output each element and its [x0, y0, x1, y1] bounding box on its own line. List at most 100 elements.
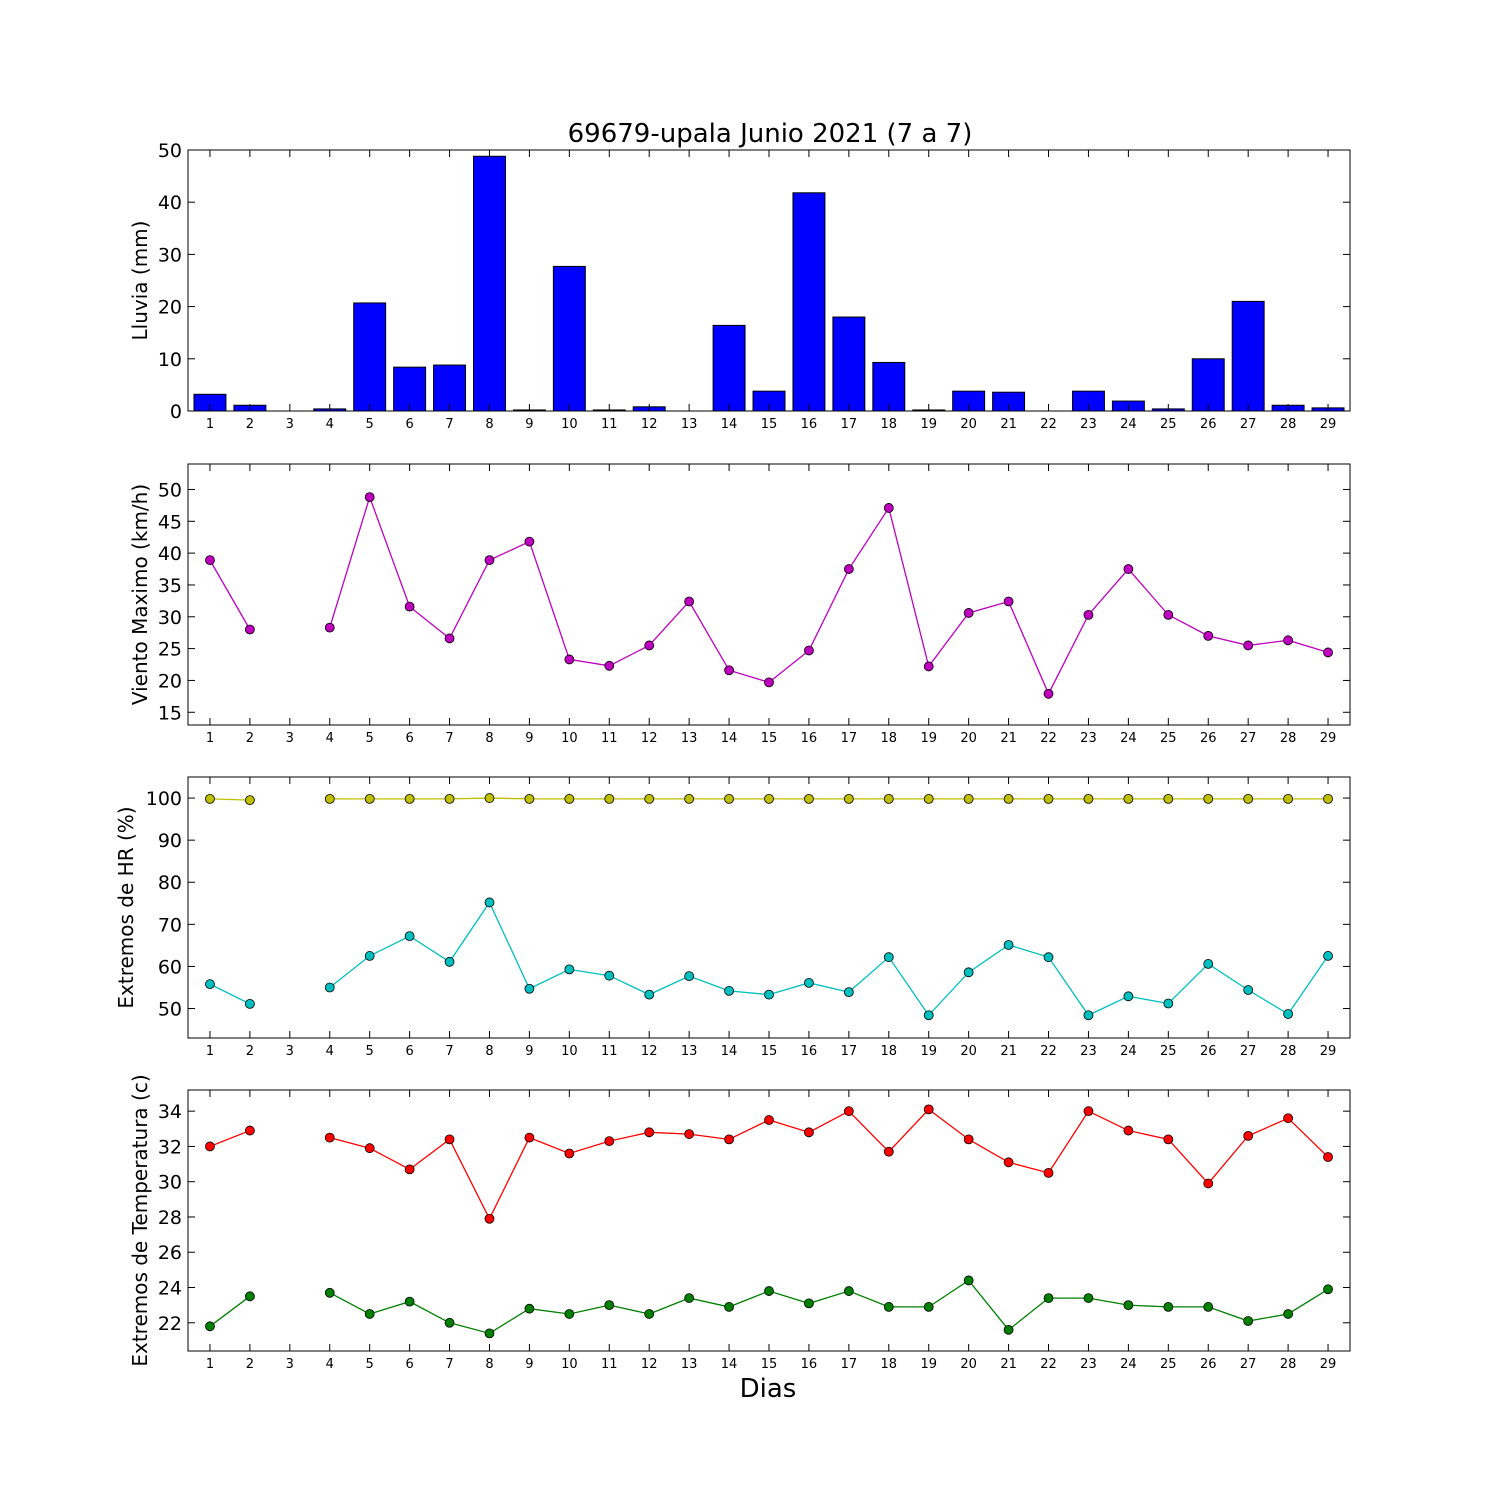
y-axis-label: Lluvia (mm): [128, 221, 152, 341]
data-point: [1083, 793, 1094, 804]
data-point: [684, 793, 695, 804]
data-point: [364, 951, 375, 961]
y-tick-label: 60: [158, 956, 182, 978]
data-point: [644, 1127, 655, 1138]
x-tick-label: 11: [601, 731, 618, 746]
x-tick-label: 14: [721, 417, 738, 432]
data-point: [1323, 647, 1333, 658]
data-point: [364, 492, 375, 503]
x-tick-label: 16: [801, 1044, 818, 1059]
x-tick-label: 26: [1200, 1044, 1217, 1059]
bar: [712, 324, 746, 412]
data-point: [1283, 635, 1294, 646]
x-tick-label: 23: [1080, 731, 1097, 746]
x-tick-label: 15: [761, 731, 778, 746]
x-tick-label: 15: [761, 1044, 778, 1059]
x-tick-label: 28: [1280, 1357, 1297, 1372]
data-point: [1243, 1130, 1254, 1141]
y-axis-label: Extremos de HR (%): [114, 806, 138, 1008]
y-tick-label: 30: [158, 607, 182, 629]
data-point: [644, 989, 655, 1000]
data-point: [843, 987, 854, 998]
data-point: [1163, 998, 1174, 1009]
data-point: [1203, 1178, 1214, 1189]
data-point: [1163, 1134, 1174, 1145]
series-line: [329, 1279, 1329, 1335]
x-tick-label: 10: [561, 731, 578, 746]
data-point: [1283, 1009, 1294, 1019]
x-tick-label: 12: [641, 1044, 658, 1059]
data-point: [1323, 793, 1333, 804]
data-point: [324, 793, 335, 804]
data-point: [404, 931, 415, 942]
x-tick-label: 18: [881, 417, 898, 432]
x-tick-label: 8: [485, 731, 493, 746]
x-tick-label: 28: [1280, 731, 1297, 746]
x-tick-label: 3: [286, 1044, 294, 1059]
x-tick-label: 9: [525, 417, 533, 432]
data-point: [644, 793, 655, 804]
data-point: [324, 1132, 335, 1143]
x-tick-label: 22: [1040, 1357, 1057, 1372]
x-tick-label: 10: [561, 1044, 578, 1059]
bar: [792, 192, 826, 412]
x-tick-label: 22: [1040, 1044, 1057, 1059]
x-tick-label: 7: [445, 1044, 453, 1059]
x-tick-label: 17: [841, 417, 858, 432]
x-tick-label: 11: [601, 1357, 618, 1372]
x-tick-label: 9: [525, 1044, 533, 1059]
y-tick-label: 25: [158, 639, 182, 661]
data-point: [883, 503, 894, 513]
y-tick-label: 70: [158, 914, 182, 936]
y-tick-label: 90: [158, 830, 182, 852]
series-line: [329, 495, 1329, 696]
x-tick-label: 22: [1040, 731, 1057, 746]
data-point: [883, 793, 894, 804]
bar: [872, 361, 906, 412]
x-tick-label: 25: [1160, 1357, 1177, 1372]
x-tick-label: 22: [1040, 417, 1057, 432]
data-point: [364, 1309, 375, 1319]
data-point: [883, 1146, 894, 1157]
y-tick-label: 50: [158, 479, 182, 501]
data-point: [883, 1302, 894, 1312]
x-tick-label: 20: [960, 417, 977, 432]
data-point: [524, 793, 535, 804]
chart-title: 69679-upala Junio 2021 (7 a 7): [568, 119, 973, 149]
x-tick-label: 5: [366, 417, 374, 432]
data-point: [1003, 1157, 1014, 1168]
y-tick-label: 28: [158, 1207, 182, 1229]
data-point: [883, 952, 894, 963]
data-point: [444, 1134, 455, 1145]
data-point: [444, 793, 455, 804]
data-point: [1243, 985, 1254, 995]
x-tick-label: 14: [721, 1357, 738, 1372]
data-point: [364, 793, 375, 804]
x-tick-label: 6: [405, 1044, 413, 1059]
x-tick-label: 3: [286, 731, 294, 746]
x-tick-label: 1: [206, 1357, 214, 1372]
bar: [393, 366, 427, 412]
y-tick-label: 0: [170, 401, 182, 423]
data-point: [1323, 1284, 1333, 1295]
data-point: [804, 645, 814, 656]
x-tick-label: 2: [246, 1044, 254, 1059]
data-point: [1203, 959, 1214, 969]
data-point: [244, 624, 255, 635]
data-point: [764, 677, 774, 688]
x-tick-label: 27: [1240, 731, 1257, 746]
y-tick-label: 24: [158, 1278, 182, 1300]
x-tick-label: 26: [1200, 417, 1217, 432]
data-point: [1003, 1324, 1014, 1335]
y-tick-label: 34: [158, 1101, 182, 1123]
x-tick-label: 14: [721, 1044, 738, 1059]
y-tick-label: 35: [158, 575, 182, 597]
x-tick-label: 12: [641, 1357, 658, 1372]
x-tick-label: 20: [960, 731, 977, 746]
data-point: [1003, 940, 1014, 950]
x-tick-label: 23: [1080, 417, 1097, 432]
series-line: [209, 1295, 251, 1327]
x-tick-label: 21: [1000, 1357, 1017, 1372]
